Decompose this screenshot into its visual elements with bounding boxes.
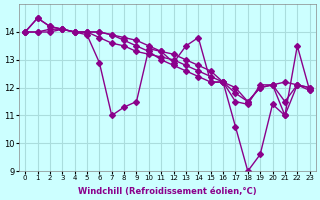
X-axis label: Windchill (Refroidissement éolien,°C): Windchill (Refroidissement éolien,°C) bbox=[78, 187, 257, 196]
